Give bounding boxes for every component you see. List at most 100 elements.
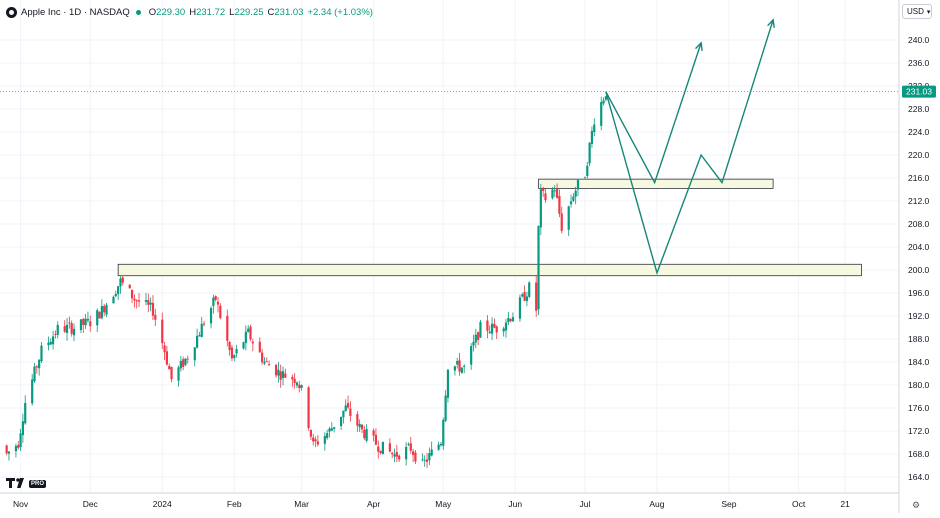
candle-body: [135, 300, 138, 302]
candle: [477, 331, 480, 346]
candle-body: [430, 449, 433, 456]
candle-body: [507, 318, 510, 323]
candle: [117, 286, 120, 301]
candle: [502, 326, 505, 337]
y-tick-label: 204.0: [908, 242, 930, 252]
candle-body: [356, 414, 359, 426]
candle: [560, 206, 563, 234]
candle-body: [574, 190, 577, 197]
tradingview-logo[interactable]: PRO: [6, 477, 47, 489]
candle: [54, 330, 57, 339]
x-tick-label: Aug: [649, 499, 664, 509]
symbol-title[interactable]: Apple Inc · 1D · NASDAQ: [21, 6, 130, 18]
chart-settings-icon[interactable]: ⚙: [912, 500, 921, 510]
candle: [458, 353, 461, 376]
candle: [381, 441, 385, 455]
candle-body: [479, 321, 482, 338]
candle-body: [86, 318, 90, 321]
candle-body: [504, 322, 508, 331]
x-tick-label: Mar: [294, 499, 309, 509]
candle-body: [537, 226, 540, 310]
candle: [98, 311, 101, 319]
pro-badge: PRO: [29, 479, 47, 488]
x-tick-label: Apr: [367, 499, 380, 509]
candle: [202, 320, 206, 327]
candle-body: [472, 341, 475, 346]
candle-body: [309, 430, 313, 437]
candle: [79, 319, 83, 333]
candle-body: [405, 446, 408, 460]
candle: [474, 328, 477, 349]
candle: [277, 361, 280, 383]
candle-body: [193, 347, 196, 361]
candle-body: [567, 206, 570, 230]
candle: [70, 320, 73, 337]
candle-body: [209, 308, 213, 324]
candle-layer: [5, 96, 607, 468]
candle-body: [339, 416, 343, 426]
x-tick-label: Sep: [721, 499, 736, 509]
y-tick-label: 212.0: [908, 196, 930, 206]
candle-body: [409, 443, 412, 451]
candle: [84, 313, 87, 329]
candle: [244, 325, 247, 351]
candle-body: [144, 300, 148, 302]
candle-body: [425, 459, 429, 462]
candle: [421, 453, 424, 462]
candle-body: [428, 453, 431, 461]
candle: [219, 303, 222, 320]
candle: [558, 189, 561, 218]
candle-body: [130, 289, 134, 299]
candle: [507, 311, 510, 326]
candle: [233, 354, 236, 362]
candle: [163, 341, 166, 361]
candle: [446, 368, 450, 403]
candle: [154, 308, 157, 326]
candle-body: [228, 341, 231, 350]
candle-body: [200, 323, 203, 338]
candle: [393, 448, 396, 463]
candle: [182, 356, 185, 371]
candle-body: [509, 319, 512, 322]
candle-body: [421, 459, 424, 461]
candle: [323, 432, 326, 451]
candle-body: [179, 360, 182, 369]
candle-body: [328, 428, 331, 432]
candle: [330, 422, 333, 432]
candle: [377, 440, 380, 459]
candle: [509, 318, 512, 323]
candle: [391, 452, 394, 459]
candle: [212, 294, 215, 314]
candle: [307, 386, 310, 431]
candle: [553, 185, 556, 198]
candle: [358, 419, 361, 432]
candle-body: [446, 369, 450, 398]
high-label: H: [189, 6, 197, 18]
candle: [263, 357, 266, 366]
currency-selector[interactable]: USD ▾: [902, 4, 932, 19]
candle-body: [588, 142, 591, 164]
candle: [161, 312, 164, 349]
candle: [24, 395, 27, 425]
candle: [119, 275, 122, 294]
last-price-label: 231.03: [906, 87, 932, 97]
candle-body: [98, 311, 101, 319]
candle: [68, 316, 71, 329]
candle-body: [35, 366, 38, 368]
candle: [346, 395, 350, 410]
candle: [86, 311, 90, 323]
candle-body: [161, 319, 164, 344]
candle-body: [551, 189, 554, 199]
candle: [293, 373, 296, 389]
candle: [128, 284, 131, 289]
candle-body: [219, 305, 222, 319]
candle-body: [100, 306, 103, 319]
candle-body: [177, 367, 180, 381]
candle: [405, 442, 408, 466]
candle: [309, 429, 313, 440]
candle: [339, 416, 343, 431]
symbol-legend: Apple Inc · 1D · NASDAQ O 229.30 H 231.72 …: [6, 5, 373, 19]
y-tick-label: 224.0: [908, 127, 930, 137]
